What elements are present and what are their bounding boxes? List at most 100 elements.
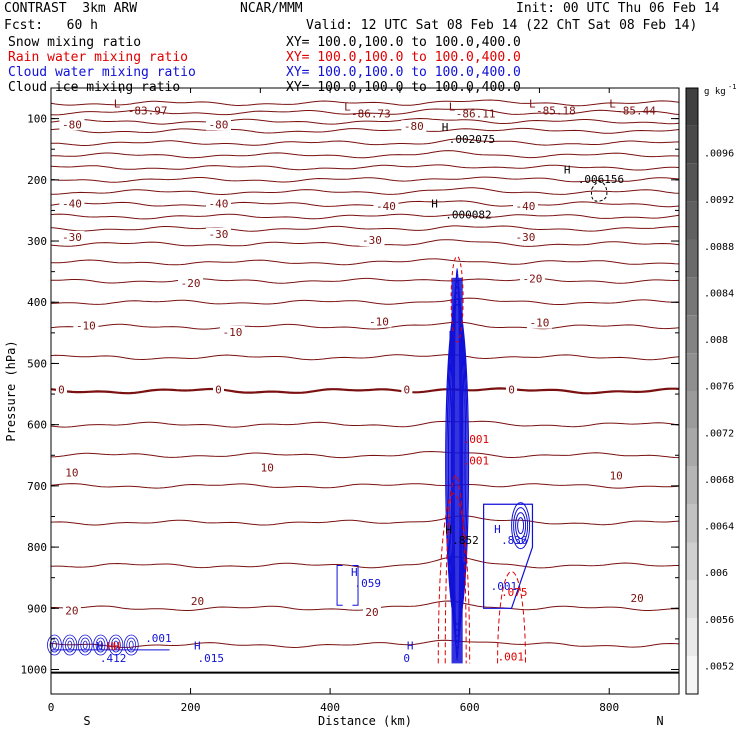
contour-label-bg bbox=[59, 230, 85, 243]
contour-label: -40 bbox=[209, 197, 229, 210]
temperature-contour-line bbox=[50, 387, 680, 395]
cloud-water-contour bbox=[515, 512, 527, 540]
legend-snow-label: Snow mixing ratio bbox=[8, 35, 142, 50]
north-label: N bbox=[656, 714, 663, 728]
contour-label: 20 bbox=[631, 592, 644, 605]
x-tick-label: 600 bbox=[460, 701, 480, 714]
annotation-label: .001 bbox=[463, 454, 490, 467]
contour-label-bg bbox=[178, 276, 204, 289]
y-tick-label: 1000 bbox=[21, 664, 48, 677]
colorbar-swatch bbox=[686, 618, 698, 657]
contour-label-bg bbox=[212, 383, 224, 396]
temperature-contour-line bbox=[50, 108, 680, 116]
annotation-label: H bbox=[96, 640, 103, 653]
x-tick-label: 800 bbox=[599, 701, 619, 714]
contour-label: 20 bbox=[65, 604, 78, 617]
temperature-contour-line bbox=[50, 99, 680, 107]
y-tick-label: 800 bbox=[27, 541, 47, 554]
center-title: NCAR/MMM bbox=[240, 1, 303, 16]
colorbar-tick-label: .0052 bbox=[704, 661, 734, 672]
colorbar-swatch bbox=[686, 428, 698, 467]
annotation-label: H bbox=[431, 197, 438, 210]
contour-label: 10 bbox=[65, 467, 78, 480]
cloud-water-ring bbox=[108, 634, 124, 656]
contour-label-bg bbox=[506, 383, 518, 396]
colorbar-swatch bbox=[686, 580, 698, 619]
annotation-label: H bbox=[194, 639, 201, 652]
annotation-label: H bbox=[407, 639, 414, 652]
annotation-label: .015 bbox=[198, 652, 225, 665]
cloud-water-ring bbox=[110, 637, 121, 653]
temperature-contour-line bbox=[50, 420, 680, 428]
legend-snow-xy: XY= 100.0,100.0 to 100.0,400.0 bbox=[286, 35, 521, 50]
y-tick-label: 600 bbox=[27, 419, 47, 432]
rain-water-contour bbox=[437, 493, 471, 664]
annotation-label: HH bbox=[107, 640, 120, 653]
colorbar-tick-label: .0092 bbox=[704, 195, 734, 206]
contour-label-bg bbox=[205, 118, 231, 131]
contour-label-bg bbox=[59, 197, 85, 210]
contour-label-bg bbox=[359, 234, 385, 247]
colorbar-swatch bbox=[686, 315, 698, 354]
south-label: S bbox=[83, 714, 90, 728]
cloud-water-contour bbox=[513, 507, 529, 545]
temperature-contours: -80 -80 -80 -40 -40 -40 -40 -30 -30 -30 -30 -20 -20 -… bbox=[50, 99, 680, 674]
temperature-contour-line bbox=[51, 138, 680, 147]
colorbar-tick-label: .0072 bbox=[704, 428, 734, 439]
contour-label-bg bbox=[258, 461, 277, 474]
colorbar-frame bbox=[685, 87, 699, 695]
temperature-contour-line bbox=[50, 297, 680, 305]
y-tick-label: 400 bbox=[27, 296, 47, 309]
y-axis-label: Pressure (hPa) bbox=[4, 340, 18, 441]
colorbar-unit: g kg bbox=[704, 87, 726, 97]
annotation-label: -86.73 bbox=[351, 107, 391, 120]
annotation-label: .001 bbox=[463, 433, 490, 446]
rain-water-contour bbox=[450, 255, 464, 343]
annotation-label: 0 bbox=[403, 652, 410, 665]
temperature-contour-line bbox=[50, 164, 680, 171]
contour-label: 10 bbox=[610, 470, 623, 483]
temperature-contour-line bbox=[50, 176, 680, 183]
colorbar-swatch bbox=[686, 239, 698, 278]
contour-label: -40 bbox=[62, 197, 82, 210]
contour-label-bg bbox=[628, 592, 647, 605]
contour-label-bg bbox=[62, 604, 81, 617]
annotation-label: H bbox=[494, 523, 501, 536]
x-tick-label: 0 bbox=[48, 701, 55, 714]
cloud-water-ring bbox=[52, 640, 57, 650]
colorbar-swatch bbox=[686, 88, 698, 126]
cloud-water-ring bbox=[62, 634, 78, 656]
legend-cloudwater-xy: XY= 100.0,100.0 to 100.0,400.0 bbox=[286, 65, 521, 80]
cloud-water-ring bbox=[98, 640, 103, 650]
annotation-label: .001 bbox=[498, 650, 524, 663]
legend-rain-xy: XY= 100.0,100.0 to 100.0,400.0 bbox=[286, 50, 521, 65]
temperature-contour-line bbox=[50, 225, 680, 232]
annotation-label: H bbox=[445, 524, 452, 537]
contour-label-bg bbox=[59, 118, 85, 131]
legend-cloudwater-label: Cloud water mixing ratio bbox=[8, 65, 196, 80]
temperature-contour-line bbox=[50, 200, 680, 208]
annotation-label: L bbox=[449, 101, 456, 114]
contour-label-bg bbox=[55, 383, 67, 396]
contour-label: 10 bbox=[261, 462, 274, 475]
cloud-water-ring bbox=[77, 634, 93, 656]
annotation-label: .059 bbox=[355, 577, 382, 590]
cloud-water-ring bbox=[82, 640, 88, 650]
contour-label: 0 bbox=[404, 383, 411, 396]
colorbar-swatch bbox=[686, 504, 698, 543]
forecast-hour: Fcst: 60 h bbox=[4, 18, 98, 33]
contour-label: 0 bbox=[58, 383, 65, 396]
colorbar-swatch bbox=[686, 656, 698, 694]
cloud-water-contour bbox=[336, 564, 359, 606]
legend-rain-label: Rain water mixing ratio bbox=[8, 50, 189, 65]
contour-label: 0 bbox=[215, 383, 222, 396]
annotation-label: .002075 bbox=[449, 133, 495, 146]
temperature-contour-line bbox=[50, 556, 679, 569]
colorbar-tick-label: .0064 bbox=[704, 522, 734, 533]
annotation-label: -85.44 bbox=[616, 104, 656, 117]
contour-label-bg bbox=[373, 199, 399, 212]
annotation-label: L bbox=[114, 98, 121, 111]
cloud-water-ring bbox=[123, 634, 139, 656]
contour-label-bg bbox=[401, 383, 413, 396]
